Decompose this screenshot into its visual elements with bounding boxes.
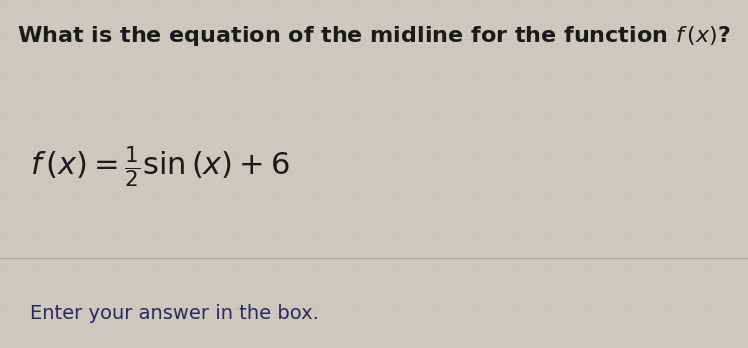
Text: What is the equation of the midline for the function $f\,(x)$?: What is the equation of the midline for … [17, 24, 731, 48]
Text: Enter your answer in the box.: Enter your answer in the box. [30, 304, 319, 323]
Text: $f\,(x) = \frac{1}{2}\mathrm{sin}\,(x) + 6$: $f\,(x) = \frac{1}{2}\mathrm{sin}\,(x) +… [30, 144, 289, 190]
